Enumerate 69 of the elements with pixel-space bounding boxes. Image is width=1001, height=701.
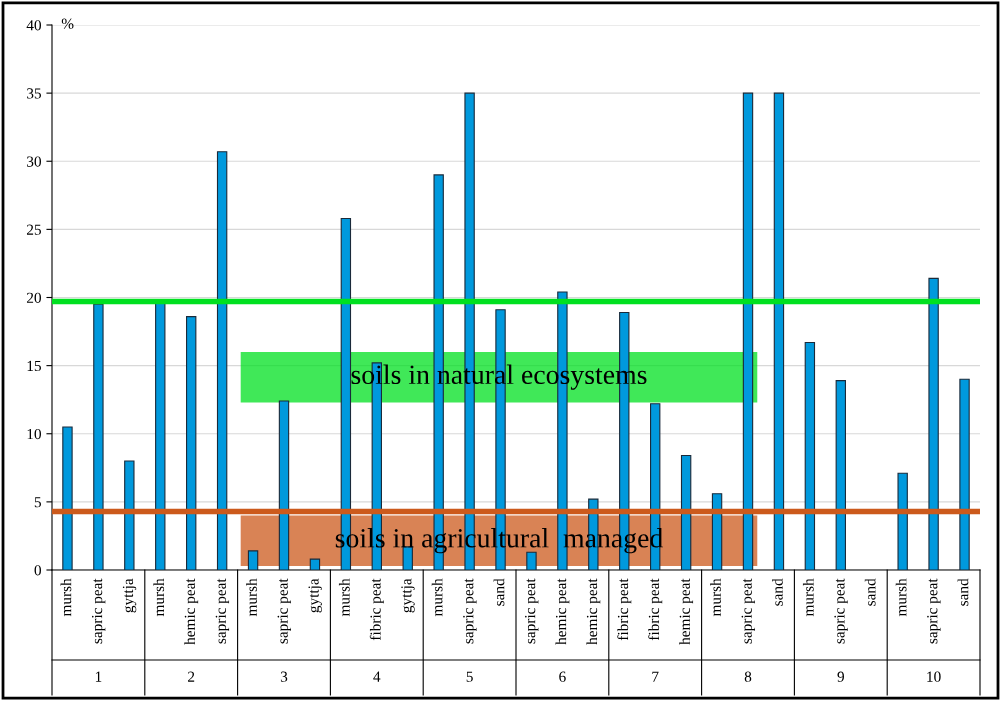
x-tick-label: sapric peat [741,578,755,644]
x-tick-label: gyttja [122,578,137,613]
y-tick-label: 15 [27,360,41,372]
y-tick-label: 20 [26,292,41,303]
text: 7 [652,671,659,682]
bar [124,460,135,570]
text: 6 [559,671,566,682]
x-tick-label: sapric peat [525,578,539,644]
x-tick-label: hemic peat [555,578,570,645]
x-tick-label: sapric peat [277,578,291,644]
x-tick-label: hemic peat [679,578,694,645]
y-tick-label: 10 [27,428,41,440]
x-tick-label: mursh [895,578,907,617]
bar [959,378,970,570]
bar [773,92,785,570]
x-tick-label: mursh [802,578,814,617]
x-tick-label: fibric peat [617,578,632,641]
bar [804,341,816,570]
text: 5 [466,671,473,682]
text: 4 [373,671,381,682]
x-tick-label: gyttja [401,578,415,613]
x-tick-label: mursh [431,578,443,617]
text: 9 [837,671,844,682]
x-tick-label: mursh [246,578,257,617]
x-tick-label: mursh [338,578,350,617]
text: 3 [280,671,288,682]
bar [278,400,290,570]
x-tick-label: fibric peat [369,578,384,641]
y-tick-label: 40 [26,20,41,31]
y-tick-label: 5 [34,497,41,508]
x-tick-label: sapric peat [91,578,106,644]
bar [62,426,73,570]
x-tick-label: gyttja [308,578,322,613]
x-tick-label: mursh [710,578,721,617]
x-tick-label: sapric peat [927,578,941,644]
x-tick-label: hemic peat [586,578,601,645]
bar [155,301,166,570]
x-tick-label: sand [493,578,505,606]
y-tick-label: 35 [27,88,41,99]
bar [186,316,197,570]
x-tick-label: mursh [153,578,165,617]
y-tick-label: 30 [27,156,41,167]
text: 2 [188,671,195,682]
x-tick-label: fibric peat [648,578,663,641]
text: 8 [744,671,752,682]
bar [216,151,228,570]
y-axis-title: % [61,18,74,29]
x-tick-label: sand [864,578,876,606]
bar [247,550,259,570]
x-tick-label: sapric peat [834,578,848,644]
x-tick-label: sand [957,578,969,606]
bar [742,92,754,570]
bar [928,277,939,570]
bar [93,303,104,570]
bar [897,472,908,570]
x-tick-label: sand [772,578,783,606]
text: 1 [95,671,102,682]
bar [402,546,413,570]
bar [309,558,321,570]
y-tick-label: 0 [34,565,41,576]
x-tick-label: sapric peat [215,578,230,644]
y-tick-label: 25 [26,224,41,235]
x-tick-label: hemic peat [184,578,199,645]
x-tick-label: mursh [60,578,72,617]
x-tick-label: sapric peat [463,578,477,644]
bar [711,493,723,570]
bar [680,454,692,570]
text: 10 [927,671,941,682]
bar [835,380,846,570]
